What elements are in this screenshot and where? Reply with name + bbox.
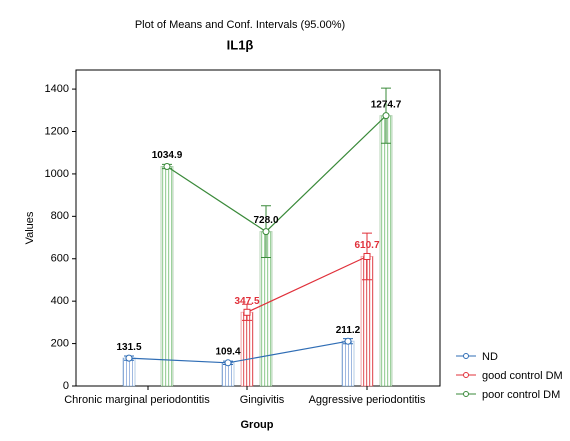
legend-label: ND [482,351,498,363]
chart-title: Plot of Means and Conf. Intervals (95.00… [135,19,345,31]
mean-marker [163,163,171,171]
x-tick-label: Gingivitis [240,394,285,406]
chart-subtitle: IL1β [227,37,254,52]
y-tick-label: 400 [51,295,69,307]
plot-frame [75,69,441,387]
y-tick-label: 600 [51,253,69,265]
mean-marker [262,228,270,236]
legend-label: good control DM [482,370,563,382]
mean-marker [363,252,371,260]
y-tick-label: 200 [51,337,69,349]
bar [160,166,174,387]
y-tick-label: 1400 [45,83,69,95]
data-label: 131.5 [116,342,141,353]
mean-line [246,255,368,313]
data-label: 1034.9 [152,150,183,161]
x-tick-label: Chronic marginal periodontitis [64,394,210,406]
bar [341,340,355,387]
x-tick-label: Aggressive periodontitis [309,394,426,406]
bar [240,311,254,387]
legend-marker [463,353,469,359]
data-label: 347.5 [234,296,259,307]
y-tick-label: 0 [63,380,69,392]
mean-marker [125,354,133,362]
legend-marker [463,372,469,378]
mean-marker [382,112,390,120]
bar [379,115,393,387]
legend-label: poor control DM [482,389,560,401]
data-label: 109.4 [215,346,240,357]
x-axis-label: Group [241,419,274,431]
data-label: 1274.7 [371,99,402,110]
y-tick-label: 800 [51,210,69,222]
data-label: 728.0 [253,215,278,226]
mean-line [166,115,387,233]
data-label: 610.7 [354,240,379,251]
mean-marker [224,359,232,367]
y-tick-label: 1000 [45,168,69,180]
y-axis-label: Values [24,211,36,244]
data-label: 211.2 [336,325,361,336]
bar [122,357,136,387]
mean-marker [344,337,352,345]
mean-marker [243,308,251,316]
y-tick-label: 1200 [45,125,69,137]
legend-marker [463,391,469,397]
